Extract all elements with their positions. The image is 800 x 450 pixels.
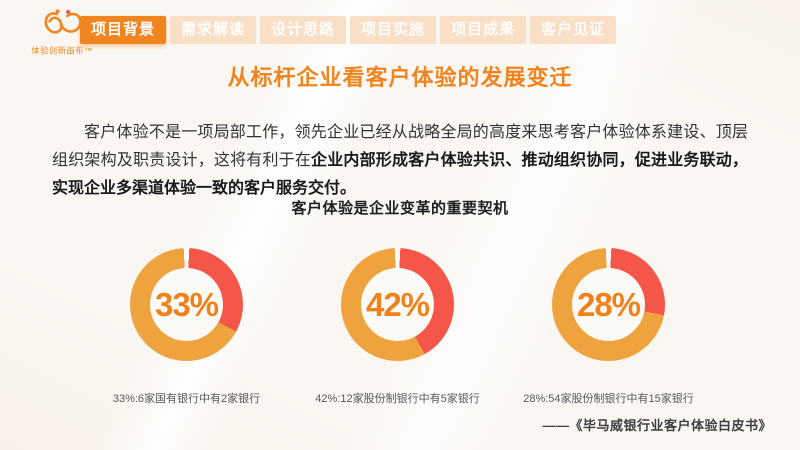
tab-5[interactable]: 项目成果 — [440, 16, 527, 44]
donut-ring-3: 28% — [552, 248, 665, 361]
donut-caption-2: 42%:12家股份制银行中有5家银行 — [315, 393, 480, 405]
donut-chart-3: 28% 28%:54家股份制银行中有15家银行 — [503, 248, 714, 406]
brand-logo-text: 体验创新画布™ — [31, 46, 93, 56]
donut-charts-row: 33% 33%:6家国有银行中有2家银行 42% 42%:12家股份制银行中有5… — [81, 248, 714, 406]
donut-chart-1: 33% 33%:6家国有银行中有2家银行 — [81, 248, 292, 406]
donut-percent-3: 28% — [576, 285, 641, 323]
donut-percent-2: 42% — [365, 285, 430, 323]
chart-section-title: 客户体验是企业变革的重要契机 — [291, 200, 509, 217]
donut-chart-2: 42% 42%:12家股份制银行中有5家银行 — [292, 248, 503, 406]
brand-logo: 体验创新画布™ — [16, 8, 108, 57]
intro-paragraph-bold: 企业内部形成客户体验共识、推动组织协同，促进业务联动，实现企业多渠道体验一致的客… — [52, 152, 748, 197]
tab-6[interactable]: 客户见证 — [530, 16, 617, 44]
tab-3[interactable]: 设计思路 — [260, 16, 347, 44]
brand-logo-icon — [36, 9, 88, 42]
tab-4[interactable]: 项目实施 — [350, 16, 437, 44]
intro-paragraph-normal: 客户体验不是一项局部工作，领先企业已经从战略全局的高度来思考客户体验体系建设、顶… — [52, 124, 748, 169]
nav-tabs: 项目背景 需求解读 设计思路 项目实施 项目成果 客户见证 — [80, 16, 617, 44]
donut-percent-1: 33% — [154, 285, 219, 323]
donut-caption-1: 33%:6家国有银行中有2家银行 — [112, 393, 261, 405]
tab-1[interactable]: 项目背景 — [80, 16, 167, 44]
source-citation: ——《毕马威银行业客户体验白皮书》 — [542, 418, 772, 433]
page-title: 从标杆企业看客户体验的发展变迁 — [227, 65, 573, 90]
intro-paragraph: 客户体验不是一项局部工作，领先企业已经从战略全局的高度来思考客户体验体系建设、顶… — [52, 119, 748, 203]
donut-caption-3: 28%:54家股份制银行中有15家银行 — [523, 393, 694, 405]
donut-ring-1: 33% — [130, 248, 243, 361]
tab-2[interactable]: 需求解读 — [170, 16, 257, 44]
donut-ring-2: 42% — [341, 248, 454, 361]
